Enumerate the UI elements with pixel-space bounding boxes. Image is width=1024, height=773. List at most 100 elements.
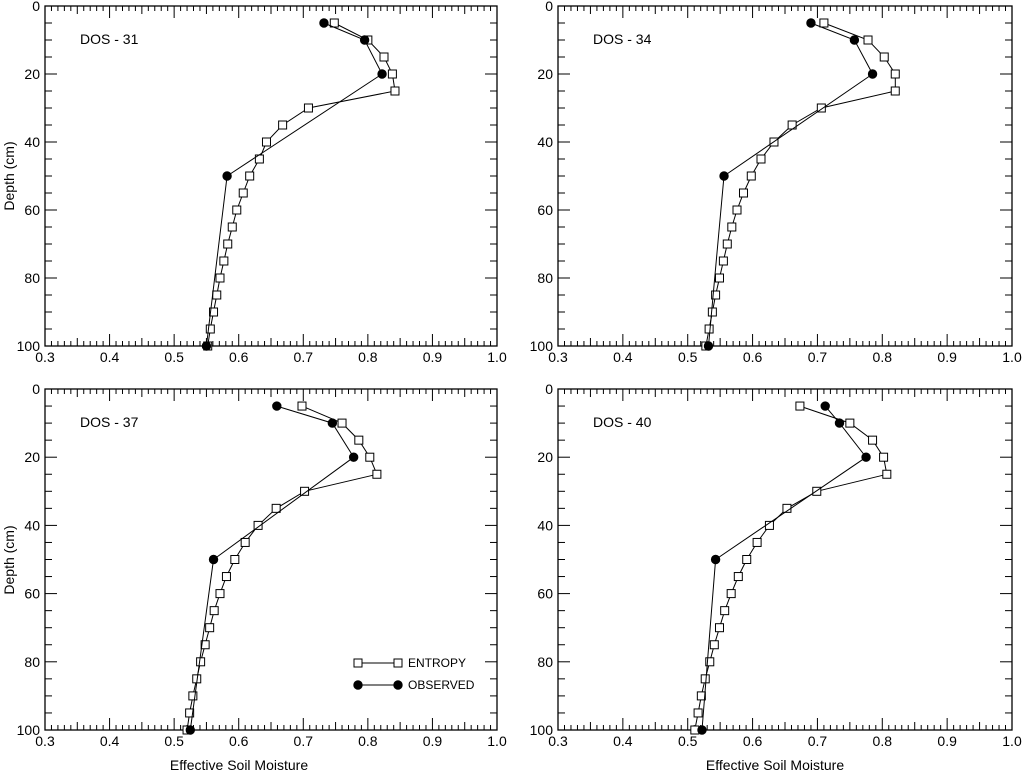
legend-entry-observed: OBSERVED xyxy=(353,678,475,692)
data-point xyxy=(867,69,878,79)
x-tick-label: 1.0 xyxy=(1002,349,1022,365)
series-line xyxy=(701,405,867,731)
data-point xyxy=(738,188,748,198)
data-point xyxy=(719,171,729,181)
x-tick-label: 0.6 xyxy=(229,349,249,365)
x-tick-label: 0.5 xyxy=(164,733,184,749)
data-point xyxy=(816,103,826,113)
data-point xyxy=(703,341,714,351)
x-tick-label: 0.4 xyxy=(613,349,633,365)
data-point xyxy=(185,708,195,718)
data-point xyxy=(208,554,219,565)
data-point xyxy=(868,435,878,445)
x-tick-label: 1.0 xyxy=(1002,733,1022,749)
data-point xyxy=(697,725,707,735)
x-tick-label: 0.9 xyxy=(937,733,957,749)
series-line xyxy=(708,22,874,347)
y-tick-label: 100 xyxy=(17,338,41,354)
series-entropy xyxy=(701,18,900,351)
chart-panel-4: 0.3 0.4 0.5 0.6 0.7 0.8 0.9 1.0 0 20 40 60 80 100 DOS … xyxy=(530,381,1022,749)
legend-label: OBSERVED xyxy=(408,678,475,692)
data-point xyxy=(271,503,281,513)
data-point xyxy=(185,725,195,735)
x-tick-label: 0.4 xyxy=(100,349,120,365)
data-point xyxy=(714,273,724,283)
data-point xyxy=(722,239,732,249)
data-point xyxy=(245,171,255,181)
y-tick-label: 60 xyxy=(537,202,553,218)
data-point xyxy=(845,418,855,428)
chart-panel-3: 0.3 0.4 0.5 0.6 0.7 0.8 0.9 1.0 0 20 40 60 80 100 DOS … xyxy=(17,381,507,749)
x-tick-label: 0.6 xyxy=(743,349,763,365)
data-point xyxy=(733,572,743,582)
data-point xyxy=(718,256,728,266)
chart-panel-2: 0.3 0.4 0.5 0.6 0.7 0.8 0.9 1.0 0 20 40 60 80 100 DOS … xyxy=(530,0,1022,365)
legend-entry-entropy: ENTROPY xyxy=(353,656,466,670)
y-tick-label: 60 xyxy=(24,202,40,218)
data-point xyxy=(261,137,271,147)
data-point xyxy=(348,452,359,462)
series-line xyxy=(205,22,383,347)
data-point xyxy=(300,486,310,496)
data-point xyxy=(742,555,752,564)
data-point xyxy=(188,691,198,701)
x-tick-label: 0.6 xyxy=(229,733,249,749)
data-point xyxy=(377,69,387,79)
data-point xyxy=(278,120,288,130)
data-point xyxy=(379,52,389,62)
x-tick-label: 0.5 xyxy=(678,733,698,749)
data-point xyxy=(219,256,229,266)
data-point xyxy=(711,290,721,300)
data-point xyxy=(372,469,382,479)
data-point xyxy=(726,589,736,599)
series-line xyxy=(207,22,396,347)
data-point xyxy=(222,171,232,181)
data-point xyxy=(201,341,212,351)
legend-marker xyxy=(353,658,363,668)
data-point xyxy=(303,103,313,113)
y-axis-title-top: Depth (cm) xyxy=(1,141,17,210)
x-tick-label: 0.8 xyxy=(358,349,378,365)
series-line xyxy=(189,405,355,731)
series-entropy xyxy=(203,18,400,351)
data-point xyxy=(205,324,215,334)
data-point xyxy=(890,86,900,96)
y-tick-label: 40 xyxy=(24,134,40,150)
data-point xyxy=(272,401,282,411)
series-line xyxy=(186,405,378,731)
y-tick-label: 20 xyxy=(537,66,553,82)
panels-group: 0.3 0.4 0.5 0.6 0.7 0.8 0.9 1.0 0 20 40 60 80 100 DOS … xyxy=(17,0,1022,749)
data-point xyxy=(879,452,889,462)
legend-marker xyxy=(393,658,403,668)
data-point xyxy=(337,418,347,428)
data-point xyxy=(863,35,873,45)
data-point xyxy=(232,205,242,215)
y-tick-label: 80 xyxy=(24,654,40,670)
data-point xyxy=(212,290,222,300)
y-tick-label: 40 xyxy=(537,517,553,533)
data-point xyxy=(240,537,250,547)
data-point xyxy=(714,623,724,633)
plot-frame xyxy=(44,5,498,347)
x-tick-label: 1.0 xyxy=(487,733,507,749)
x-tick-label: 1.0 xyxy=(487,349,507,365)
y-tick-label: 100 xyxy=(17,722,41,738)
x-tick-label: 0.9 xyxy=(423,733,443,749)
data-point xyxy=(230,555,240,564)
data-point xyxy=(253,520,263,530)
data-point xyxy=(297,401,307,411)
data-point xyxy=(709,640,719,650)
x-tick-label: 0.8 xyxy=(873,349,893,365)
data-point xyxy=(806,18,816,28)
data-point xyxy=(693,708,703,718)
data-point xyxy=(359,35,370,45)
y-tick-label: 80 xyxy=(537,654,553,670)
x-tick-label: 0.3 xyxy=(35,349,55,365)
legend: ENTROPY OBSERVED xyxy=(353,656,475,692)
chart-panel-1: 0.3 0.4 0.5 0.6 0.7 0.8 0.9 1.0 0 20 40 60 80 100 DOS … xyxy=(17,0,507,365)
x-axis-title-right: Effective Soil Moisture xyxy=(706,757,844,773)
x-tick-label: 0.8 xyxy=(358,733,378,749)
data-point xyxy=(205,623,215,633)
data-point xyxy=(319,18,329,28)
